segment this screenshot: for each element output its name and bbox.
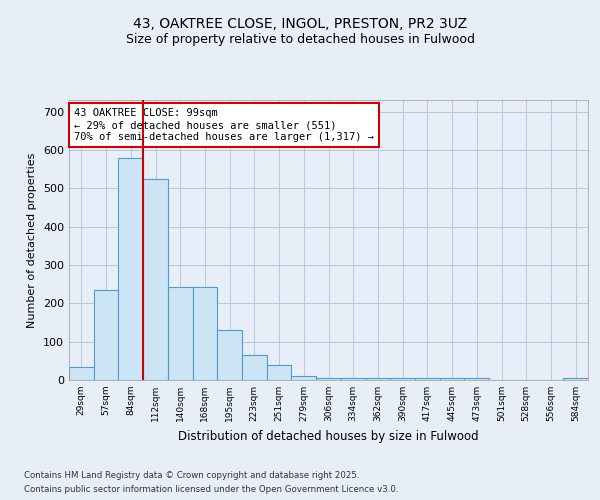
Bar [143, 178, 168, 380]
Bar [341, 378, 365, 380]
Text: 43 OAKTREE CLOSE: 99sqm
← 29% of detached houses are smaller (551)
70% of semi-d: 43 OAKTREE CLOSE: 99sqm ← 29% of detache… [74, 108, 374, 142]
Bar [94, 290, 118, 380]
Bar [316, 378, 341, 380]
Text: Contains public sector information licensed under the Open Government Licence v3: Contains public sector information licen… [24, 485, 398, 494]
Bar [563, 378, 588, 380]
Bar [193, 287, 217, 380]
Bar [69, 366, 94, 380]
Bar [217, 330, 242, 380]
Y-axis label: Number of detached properties: Number of detached properties [28, 152, 37, 328]
Text: 43, OAKTREE CLOSE, INGOL, PRESTON, PR2 3UZ: 43, OAKTREE CLOSE, INGOL, PRESTON, PR2 3… [133, 18, 467, 32]
Bar [415, 378, 440, 380]
Text: Size of property relative to detached houses in Fulwood: Size of property relative to detached ho… [125, 32, 475, 46]
Bar [168, 287, 193, 380]
Bar [464, 378, 489, 380]
Bar [292, 376, 316, 380]
Bar [267, 364, 292, 380]
Bar [242, 355, 267, 380]
Bar [390, 378, 415, 380]
Text: Contains HM Land Registry data © Crown copyright and database right 2025.: Contains HM Land Registry data © Crown c… [24, 471, 359, 480]
Bar [365, 378, 390, 380]
Bar [118, 158, 143, 380]
Bar [440, 378, 464, 380]
X-axis label: Distribution of detached houses by size in Fulwood: Distribution of detached houses by size … [178, 430, 479, 442]
